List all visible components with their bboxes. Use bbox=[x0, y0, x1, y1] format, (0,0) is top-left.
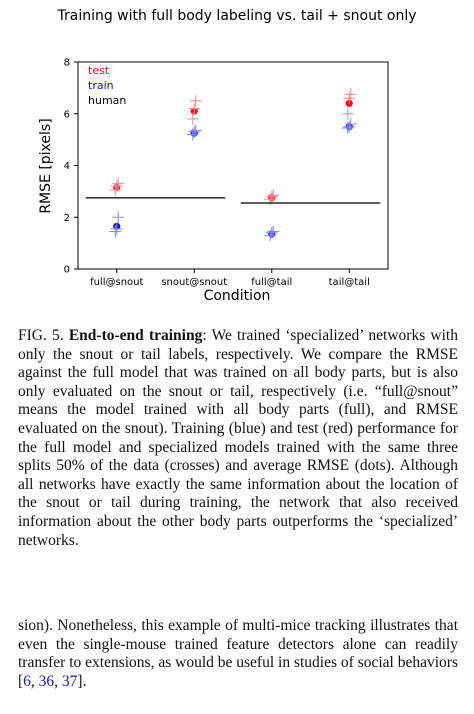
y-tick-label: 0 bbox=[64, 265, 70, 276]
y-tick-label: 8 bbox=[64, 58, 70, 69]
rmse-chart: Training with full body labeling vs. tai… bbox=[38, 8, 417, 304]
legend-entry: test bbox=[88, 64, 110, 77]
citation-sep: , bbox=[54, 672, 62, 690]
citation-ref[interactable]: 6 bbox=[23, 672, 31, 690]
caption-text: : We trained ‘specialized’ networks with… bbox=[18, 327, 458, 549]
figure-caption: FIG. 5. End-to-end training: We trained … bbox=[18, 327, 458, 550]
y-tick-label: 6 bbox=[64, 109, 70, 120]
y-tick-label: 2 bbox=[64, 213, 70, 224]
caption-title: End-to-end training bbox=[68, 327, 203, 344]
x-tick-label: tail@tail bbox=[329, 277, 370, 288]
legend-entry: train bbox=[88, 79, 114, 92]
citation-sep: , bbox=[30, 672, 39, 690]
body-paragraph: sion). Nonetheless, this example of mult… bbox=[18, 617, 458, 691]
x-tick-label: full@tail bbox=[251, 277, 292, 288]
y-axis-label: RMSE [pixels] bbox=[38, 118, 54, 213]
body-text-end: ]. bbox=[77, 672, 87, 690]
citation-ref[interactable]: 37 bbox=[61, 672, 78, 690]
x-tick-label: full@snout bbox=[90, 277, 143, 288]
legend-entry: human bbox=[88, 94, 126, 107]
body-text: sion). Nonetheless, this example of mult… bbox=[18, 617, 458, 690]
caption-label: FIG. 5. bbox=[18, 327, 64, 344]
chart-title: Training with full body labeling vs. tai… bbox=[56, 8, 416, 24]
y-tick-label: 4 bbox=[64, 161, 70, 172]
x-tick-label: snout@snout bbox=[161, 277, 227, 288]
citation-ref[interactable]: 36 bbox=[38, 672, 55, 690]
x-axis-label: Condition bbox=[204, 288, 271, 304]
plot-area: 0 2 4 6 8 full@snout snout@snout full@tail tail@… bbox=[64, 58, 389, 288]
